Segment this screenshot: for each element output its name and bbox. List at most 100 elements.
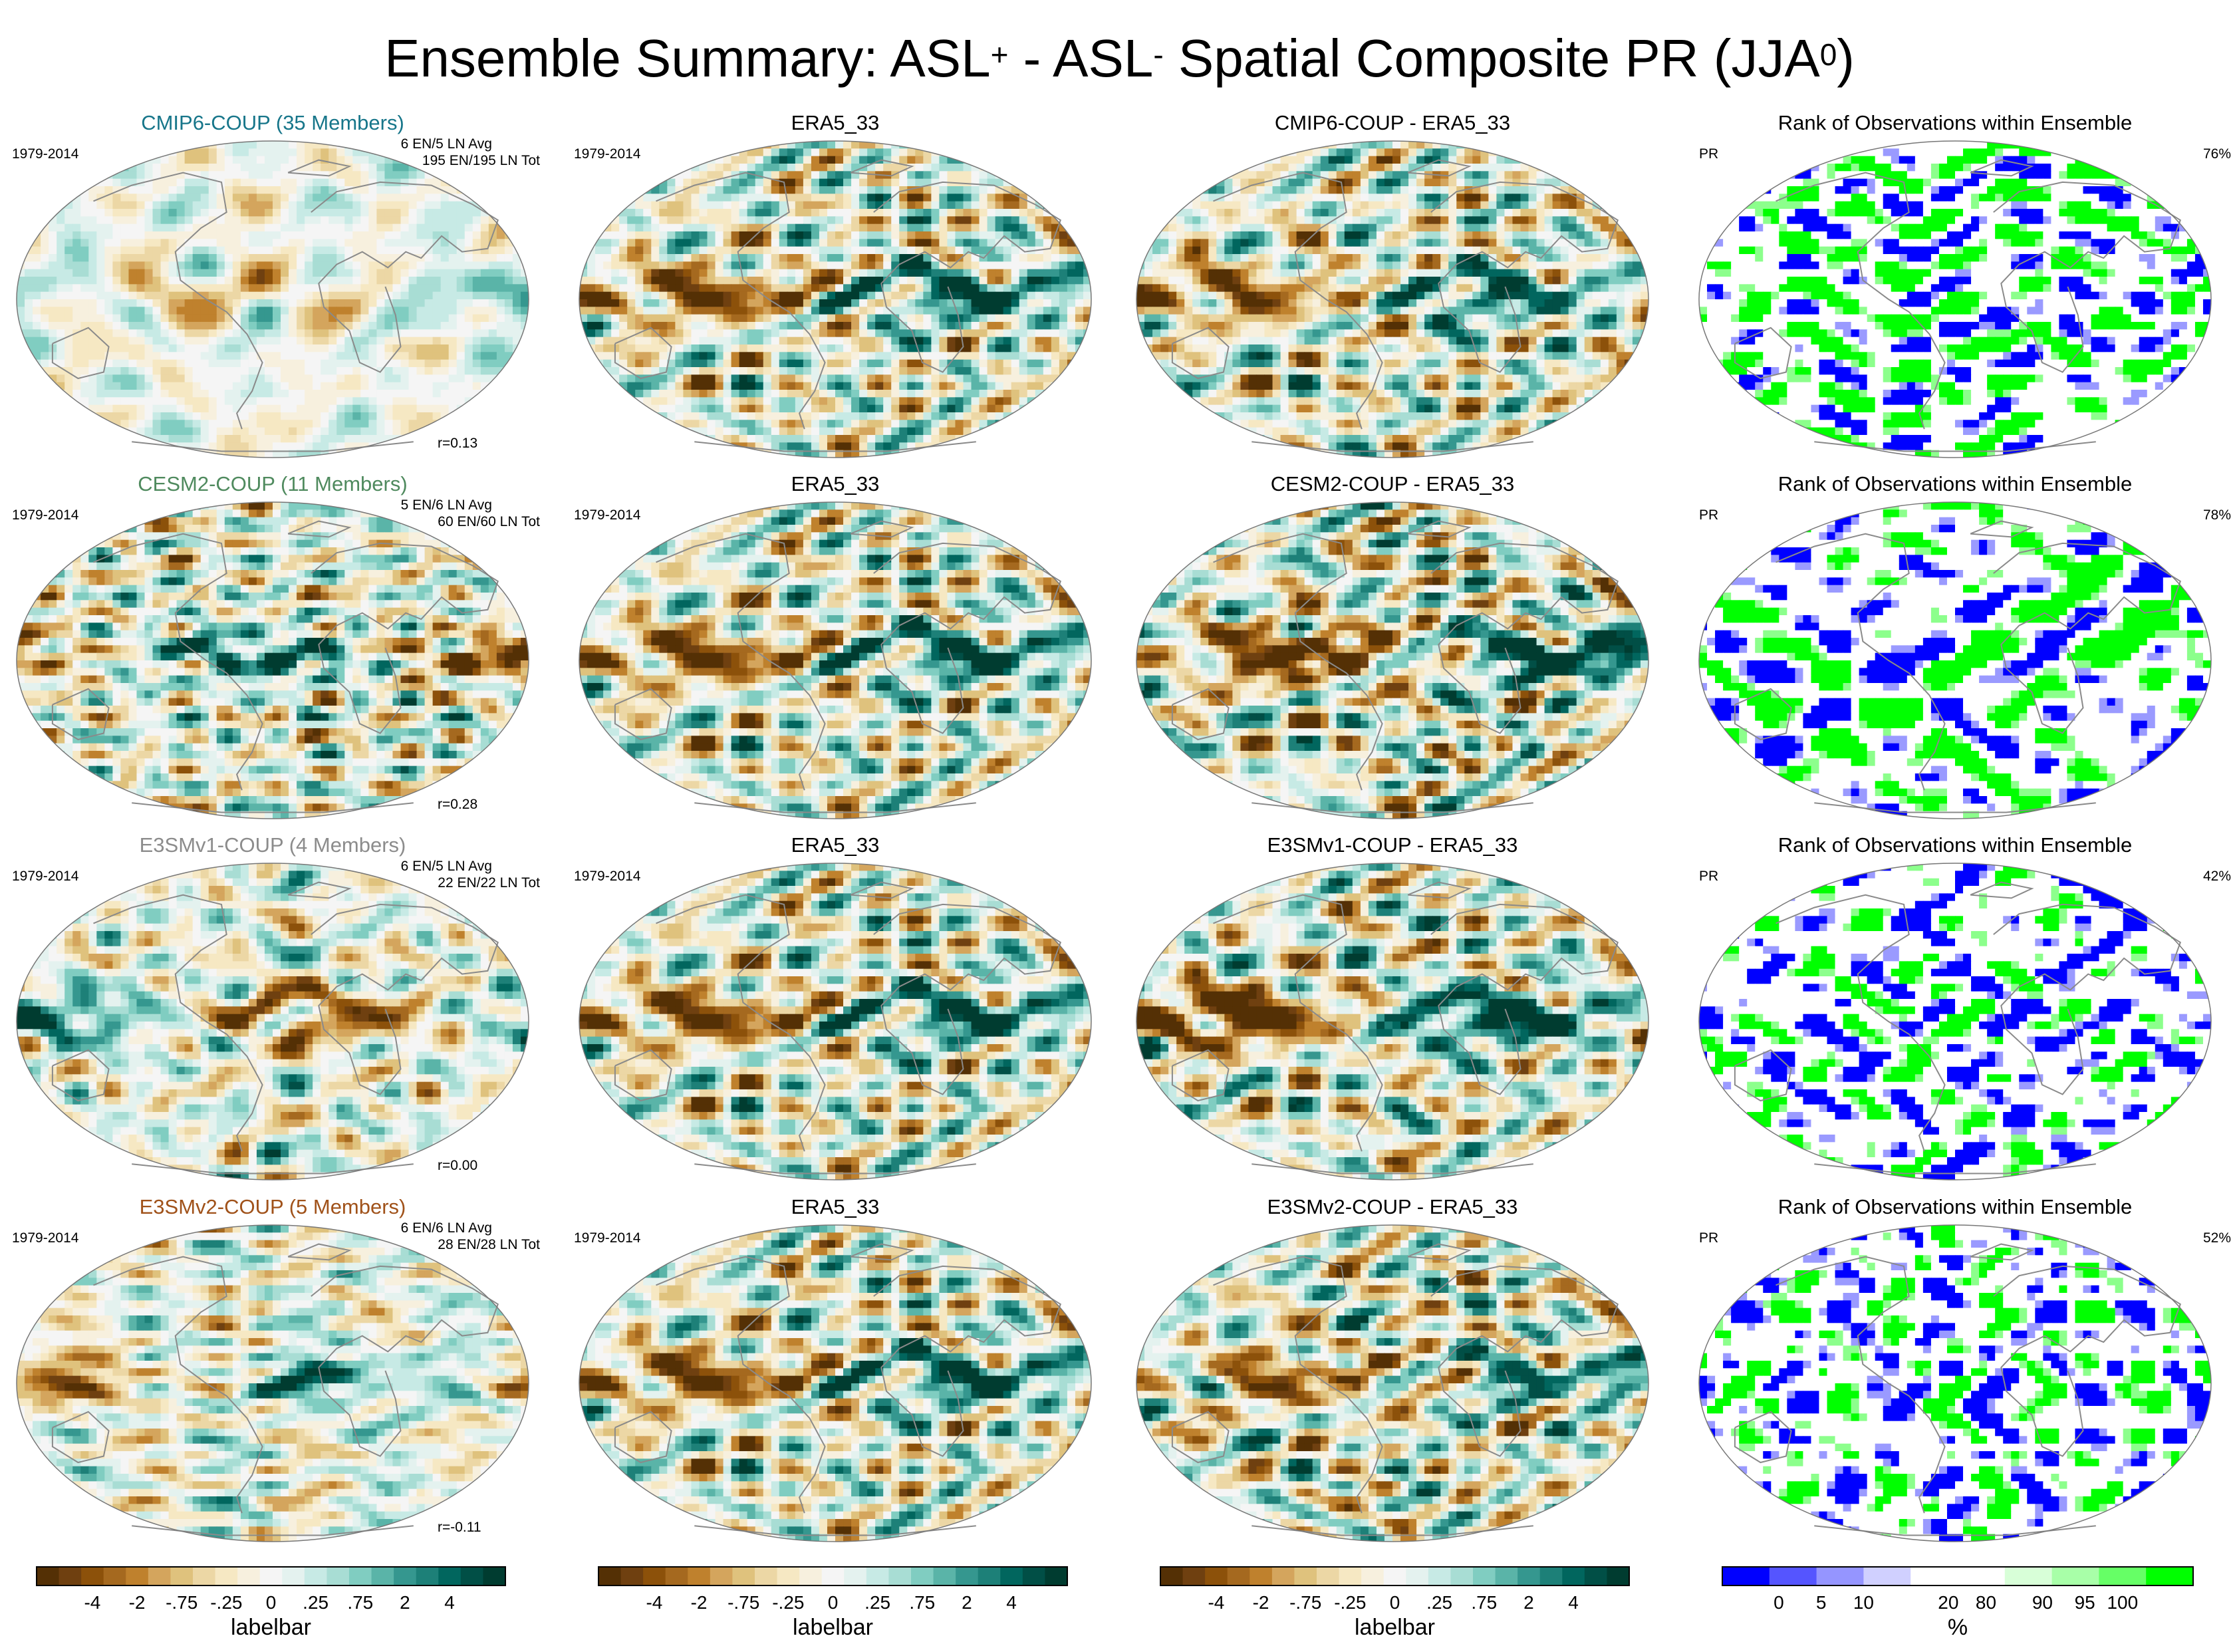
pr-labelbar-col3-tick-label: 2	[1523, 1592, 1534, 1613]
rank-labelbar-tick-label: 95	[2075, 1592, 2095, 1613]
model-map-row4	[16, 1224, 529, 1542]
pr-labelbar-col1-swatch	[170, 1567, 194, 1585]
pr-labelbar-col1-swatch	[193, 1567, 216, 1585]
pr-labelbar-col1-tick-label: 4	[444, 1592, 455, 1613]
figure-title: Ensemble Summary: ASL+ - ASL- Spatial Co…	[0, 25, 2239, 92]
pr-labelbar-col3-tick-label: -.25	[1334, 1592, 1366, 1613]
model-panel-title: E3SMv2-COUP (5 Members)	[0, 1195, 552, 1219]
pr-labelbar-col2-swatch	[978, 1567, 1001, 1585]
members-avg-label: 6 EN/6 LN Avg	[279, 1220, 492, 1236]
pr-labelbar-col2-tick-label: .25	[864, 1592, 890, 1613]
members-tot-label: 22 EN/22 LN Tot	[279, 875, 540, 891]
rank-percent-label: 42%	[2168, 869, 2231, 885]
pr-labelbar-col1-tick-label: 0	[266, 1592, 277, 1613]
members-tot-label: 195 EN/195 LN Tot	[279, 153, 540, 169]
pr-labelbar-col2-swatch	[665, 1567, 688, 1585]
pr-labelbar-col1-swatch	[81, 1567, 104, 1585]
pr-labelbar-col2-tick-label: 2	[962, 1592, 972, 1613]
pr-labelbar-col3-swatch	[1562, 1567, 1585, 1585]
rank-map-row2	[1698, 501, 2212, 819]
pr-labelbar-col1	[36, 1566, 506, 1586]
rank-panel-title: Rank of Observations within Ensemble	[1676, 1195, 2234, 1219]
pr-labelbar-col1-swatch	[483, 1567, 506, 1585]
pr-labelbar-col1-swatch	[349, 1567, 372, 1585]
pr-labelbar-col2-swatch	[1045, 1567, 1068, 1585]
pr-labelbar-col1-tick-label: .25	[303, 1592, 329, 1613]
model-map-row3	[16, 863, 529, 1180]
rank-labelbar-tick-label: 100	[2107, 1592, 2138, 1613]
pr-labelbar-col3-swatch	[1294, 1567, 1317, 1585]
pr-labelbar-col3-swatch	[1227, 1567, 1250, 1585]
rank-percent-label: 78%	[2168, 507, 2231, 523]
pr-labelbar-col2-swatch	[755, 1567, 778, 1585]
pr-labelbar-col1-swatch	[438, 1567, 461, 1585]
era-map-row1	[579, 140, 1092, 458]
pr-labelbar-col1-swatch	[126, 1567, 149, 1585]
rank-var-label: PR	[1699, 1230, 1718, 1246]
pr-labelbar-col1-swatch	[103, 1567, 126, 1585]
rank-labelbar	[1722, 1566, 2194, 1586]
pr-labelbar-col2-swatch	[866, 1567, 889, 1585]
pr-labelbar-col1-tick-label: -2	[129, 1592, 146, 1613]
pr-labelbar-col2-tick-label: -.75	[727, 1592, 759, 1613]
pattern-correlation-label: r=0.13	[438, 436, 477, 452]
pr-labelbar-col3-swatch	[1450, 1567, 1474, 1585]
rank-panel-title: Rank of Observations within Ensemble	[1676, 833, 2234, 857]
era-panel-title: ERA5_33	[556, 111, 1115, 135]
pr-labelbar-col1-swatch	[59, 1567, 82, 1585]
rank-labelbar-swatch	[1722, 1567, 1770, 1585]
pr-labelbar-col3-swatch	[1205, 1567, 1228, 1585]
pr-labelbar-col2-swatch	[643, 1567, 666, 1585]
pr-labelbar-col1-swatch	[37, 1567, 60, 1585]
diff-panel-title: E3SMv2-COUP - ERA5_33	[1113, 1195, 1672, 1219]
diff-panel-title: CESM2-COUP - ERA5_33	[1113, 472, 1672, 496]
pattern-correlation-label: r=0.00	[438, 1158, 477, 1174]
pr-labelbar-col2-swatch	[1000, 1567, 1023, 1585]
members-tot-label: 60 EN/60 LN Tot	[279, 514, 540, 530]
diff-map-row4	[1136, 1224, 1649, 1542]
pr-labelbar-col1-tick-label: .75	[347, 1592, 373, 1613]
model-period-label: 1979-2014	[12, 869, 78, 885]
era-panel-title: ERA5_33	[556, 472, 1115, 496]
pr-labelbar-col2-tick-label: 4	[1006, 1592, 1017, 1613]
model-panel-title: E3SMv1-COUP (4 Members)	[0, 833, 552, 857]
rank-map-row1	[1698, 140, 2212, 458]
diff-map-row2	[1136, 501, 1649, 819]
rank-labelbar-tick-label: 20	[1938, 1592, 1958, 1613]
era-period-label: 1979-2014	[574, 146, 640, 162]
era-period-label: 1979-2014	[574, 869, 640, 885]
pr-labelbar-col3-tick-label: -4	[1208, 1592, 1224, 1613]
rank-labelbar-title: %	[1705, 1615, 2210, 1641]
pr-labelbar-col2-swatch	[799, 1567, 823, 1585]
pr-labelbar-col1-swatch	[282, 1567, 305, 1585]
pr-labelbar-col3-swatch	[1250, 1567, 1273, 1585]
pr-labelbar-col2-tick-label: 0	[828, 1592, 839, 1613]
pr-labelbar-col1-swatch	[371, 1567, 394, 1585]
pr-labelbar-col2-swatch	[598, 1567, 622, 1585]
rank-labelbar-tick-label: 5	[1816, 1592, 1827, 1613]
pr-labelbar-col2-tick-label: -.25	[772, 1592, 804, 1613]
pattern-correlation-label: r=0.28	[438, 797, 477, 813]
pr-labelbar-col3-swatch	[1539, 1567, 1563, 1585]
members-avg-label: 6 EN/5 LN Avg	[279, 136, 492, 152]
rank-labelbar-tick-label: 90	[2032, 1592, 2053, 1613]
rank-labelbar-swatch	[2146, 1567, 2194, 1585]
pr-labelbar-col3	[1160, 1566, 1630, 1586]
rank-labelbar-swatch	[1910, 1567, 1958, 1585]
pr-labelbar-col2-tick-label: -4	[646, 1592, 662, 1613]
pr-labelbar-col2-swatch	[911, 1567, 934, 1585]
era-period-label: 1979-2014	[574, 507, 640, 523]
pr-labelbar-col2-swatch	[732, 1567, 755, 1585]
pr-labelbar-col3-swatch	[1517, 1567, 1541, 1585]
rank-labelbar-tick-label: 80	[1976, 1592, 1996, 1613]
rank-labelbar-swatch	[1958, 1567, 2006, 1585]
pr-labelbar-col3-title: labelbar	[1142, 1615, 1648, 1641]
members-tot-label: 28 EN/28 LN Tot	[279, 1237, 540, 1253]
members-avg-label: 5 EN/6 LN Avg	[279, 497, 492, 513]
rank-labelbar-swatch	[1769, 1567, 1817, 1585]
rank-panel-title: Rank of Observations within Ensemble	[1676, 111, 2234, 135]
era-panel-title: ERA5_33	[556, 1195, 1115, 1219]
model-period-label: 1979-2014	[12, 507, 78, 523]
pr-labelbar-col3-swatch	[1182, 1567, 1206, 1585]
era-period-label: 1979-2014	[574, 1230, 640, 1246]
